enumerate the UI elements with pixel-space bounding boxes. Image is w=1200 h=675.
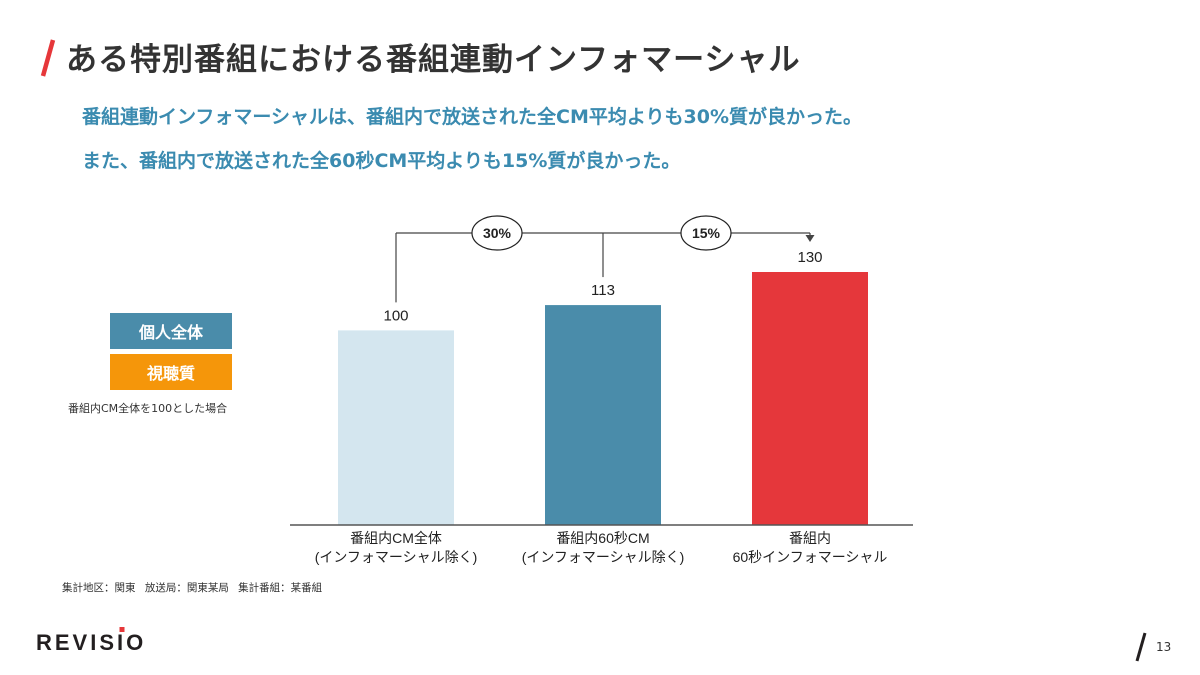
logo-letter-i-text: I — [117, 630, 127, 655]
title-slash-accent — [40, 39, 56, 77]
category-label-3-line-1: 番組内 — [789, 530, 831, 546]
subtitle-line-1: 番組連動インフォマーシャルは、番組内で放送された全CM平均よりも30%質が良かっ… — [82, 106, 863, 128]
value-label-2: 113 — [591, 282, 615, 299]
footnote: 集計地区：関東 放送局：関東某局 集計番組：某番組 — [62, 582, 323, 594]
logo-text-revis: REVIS — [36, 630, 118, 655]
page-title: ある特別番組における番組連動インフォマーシャル — [66, 42, 801, 78]
value-label-1: 100 — [383, 307, 408, 324]
bar-3 — [752, 272, 868, 525]
category-label-2-line-1: 番組内60秒CM — [556, 530, 649, 546]
page-number: 13 — [1156, 640, 1172, 654]
comparison-label-2: 15% — [692, 225, 721, 241]
logo-i-red-dot — [119, 627, 125, 632]
category-label-2-line-2: (インフォマーシャル除く) — [522, 549, 685, 565]
legend-attention-quality: 視聴質 — [110, 354, 232, 390]
legend-individual-total: 個人全体 — [110, 313, 232, 349]
value-label-3: 130 — [797, 249, 822, 266]
category-label-1-line-1: 番組内CM全体 — [350, 530, 442, 546]
footer-slash-accent — [1135, 632, 1147, 662]
bar-2 — [545, 305, 661, 525]
subtitle-line-2: また、番組内で放送された全60秒CM平均よりも15%質が良かった。 — [82, 150, 681, 172]
logo-letter-i: I — [117, 627, 127, 656]
comparison-label-1: 30% — [483, 225, 512, 241]
revisio-logo: REVIS I O — [36, 627, 147, 656]
comparison-badge-1 — [471, 215, 523, 251]
category-label-3-line-2: 60秒インフォマーシャル — [733, 549, 888, 565]
legend-note: 番組内CM全体を100とした場合 — [68, 402, 228, 415]
bracket-arrow-head — [805, 235, 815, 242]
comparison-badge-2 — [680, 215, 732, 251]
bar-1 — [338, 330, 454, 525]
bar-chart: 100 113 130 番組内CM全体 (インフォマーシャル除く) 番組内60秒CM (イン… — [290, 215, 913, 565]
logo-text-o: O — [126, 630, 147, 655]
category-label-1-line-2: (インフォマーシャル除く) — [315, 549, 478, 565]
